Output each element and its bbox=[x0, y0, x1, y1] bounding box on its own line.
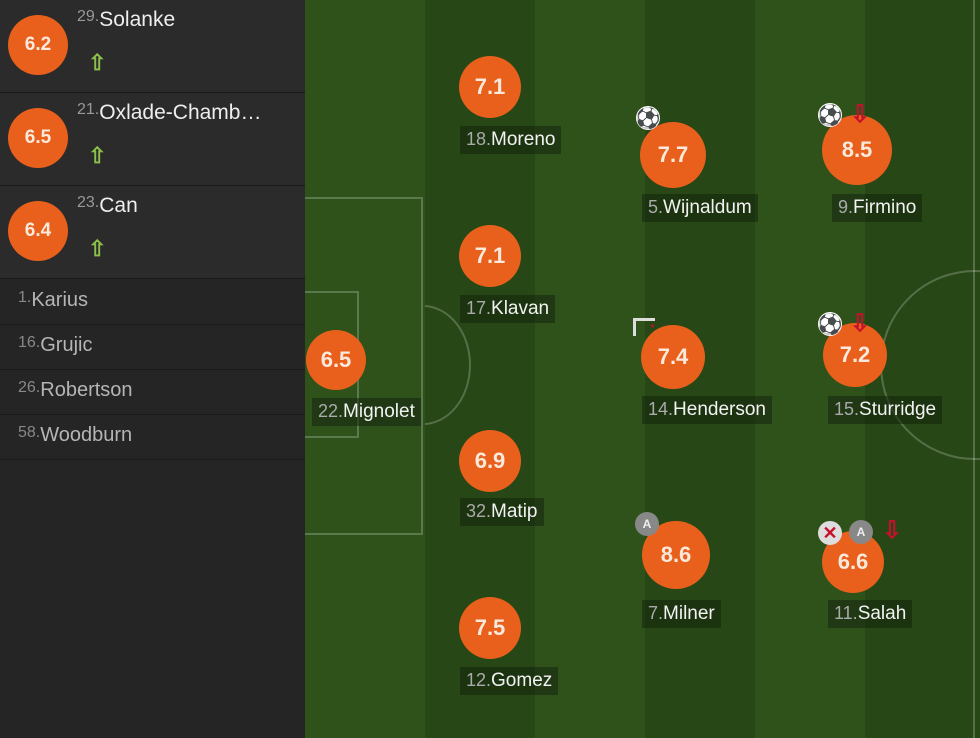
rating-badge: 7.1 bbox=[459, 225, 521, 287]
rating-badge: 7.4 bbox=[641, 325, 705, 389]
sub-out-arrow-icon: ⇩ bbox=[849, 100, 871, 128]
player-name-text: Oxlade-Chamb… bbox=[99, 101, 262, 124]
substitutes-panel: 6.2 29.Solanke ⇧ 6.5 21.Oxlade-Chamb… ⇧ 6.4 23.… bbox=[0, 0, 305, 738]
rating-badge: 7.5 bbox=[459, 597, 521, 659]
rating-badge: 7.7 bbox=[640, 122, 706, 188]
player-name: Gomez bbox=[491, 670, 553, 691]
player-number: 18. bbox=[466, 129, 492, 149]
player-number: 23. bbox=[77, 194, 100, 211]
assist-icon: A bbox=[849, 520, 873, 544]
player-number: 12. bbox=[466, 670, 492, 690]
player-name-text: Solanke bbox=[99, 8, 176, 31]
goal-ball-icon: ⚽ bbox=[635, 106, 661, 130]
rating-badge: 6.2 bbox=[8, 15, 68, 75]
rating-badge: 6.5 bbox=[8, 108, 68, 168]
player-name: Moreno bbox=[491, 129, 556, 150]
player-name: Grujic bbox=[40, 334, 93, 356]
player-number: 15. bbox=[834, 399, 860, 419]
rating-badge: 8.5 bbox=[822, 115, 892, 185]
player-name: Firmino bbox=[853, 197, 917, 218]
player-label[interactable]: 17.Klavan bbox=[460, 295, 556, 323]
player-label[interactable]: 15.Sturridge bbox=[828, 396, 943, 424]
player-label[interactable]: 22.Mignolet bbox=[312, 398, 421, 426]
assist-icon: A bbox=[635, 512, 659, 536]
rating-badge: 6.9 bbox=[459, 430, 521, 492]
substitute-row[interactable]: 6.5 21.Oxlade-Chamb… ⇧ bbox=[0, 93, 305, 186]
player-number: 22. bbox=[318, 401, 344, 421]
corner-flag-icon: * bbox=[633, 318, 655, 336]
sub-in-arrow-icon: ⇧ bbox=[88, 143, 107, 168]
rating-badge: 6.4 bbox=[8, 201, 68, 261]
player-number: 58. bbox=[18, 424, 41, 441]
pitch-stripe bbox=[535, 0, 645, 738]
player-name: Karius bbox=[31, 289, 89, 311]
player-number: 21. bbox=[77, 101, 100, 118]
player-name: Henderson bbox=[673, 399, 766, 420]
player-number: 1. bbox=[18, 289, 32, 306]
penalty-box bbox=[305, 197, 423, 535]
rating-badge: 7.1 bbox=[459, 56, 521, 118]
player-number: 32. bbox=[466, 501, 492, 521]
player-number: 5. bbox=[648, 197, 664, 217]
player-name: Mignolet bbox=[343, 401, 415, 422]
player-label[interactable]: 32.Matip bbox=[460, 498, 544, 526]
sub-out-arrow-icon: ⇩ bbox=[881, 516, 903, 544]
player-name: Sturridge bbox=[859, 399, 937, 420]
player-number: 16. bbox=[18, 334, 41, 351]
player-name: Matip bbox=[491, 501, 538, 522]
bench-row[interactable]: 16.Grujic bbox=[0, 324, 305, 370]
player-number: 7. bbox=[648, 603, 664, 623]
player-name[interactable]: 21.Oxlade-Chamb… bbox=[77, 101, 261, 125]
player-label[interactable]: 14.Henderson bbox=[642, 396, 772, 424]
sub-in-arrow-icon: ⇧ bbox=[88, 236, 107, 261]
player-name[interactable]: 23.Can bbox=[77, 194, 138, 218]
player-name: Wijnaldum bbox=[663, 197, 752, 218]
bench-row[interactable]: 58.Woodburn bbox=[0, 414, 305, 460]
substitute-row[interactable]: 6.2 29.Solanke ⇧ bbox=[0, 0, 305, 93]
player-label[interactable]: 9.Firmino bbox=[832, 194, 923, 222]
player-label[interactable]: 7.Milner bbox=[642, 600, 721, 628]
player-name: Woodburn bbox=[40, 424, 133, 446]
player-number: 11. bbox=[834, 603, 858, 623]
player-name-text: Can bbox=[99, 194, 138, 217]
player-name[interactable]: 29.Solanke bbox=[77, 8, 175, 32]
player-number: 26. bbox=[18, 379, 41, 396]
missed-chance-icon: ✕ bbox=[818, 521, 842, 545]
player-number: 14. bbox=[648, 399, 674, 419]
player-label[interactable]: 11.Salah bbox=[828, 600, 913, 628]
player-label[interactable]: 18.Moreno bbox=[460, 126, 562, 154]
player-label[interactable]: 5.Wijnaldum bbox=[642, 194, 758, 222]
player-name: Robertson bbox=[40, 379, 133, 401]
player-number: 17. bbox=[466, 298, 492, 318]
substitute-row[interactable]: 6.4 23.Can ⇧ bbox=[0, 186, 305, 279]
pitch: 6.5 22.Mignolet 7.1 18.Moreno 7.1 17.Klavan 6.… bbox=[305, 0, 980, 738]
player-name: Salah bbox=[857, 603, 907, 624]
player-number: 29. bbox=[77, 8, 100, 25]
player-name: Milner bbox=[663, 603, 715, 624]
goal-ball-icon: ⚽ bbox=[817, 103, 843, 127]
halfway-line bbox=[973, 0, 975, 738]
player-number: 9. bbox=[838, 197, 854, 217]
player-label[interactable]: 12.Gomez bbox=[460, 667, 559, 695]
sub-out-arrow-icon: ⇩ bbox=[849, 309, 871, 337]
rating-badge: 8.6 bbox=[642, 521, 710, 589]
bench-row[interactable]: 26.Robertson bbox=[0, 369, 305, 415]
player-name: Klavan bbox=[491, 298, 550, 319]
rating-badge: 6.5 bbox=[306, 330, 366, 390]
bench-row[interactable]: 1.Karius bbox=[0, 279, 305, 325]
goal-ball-icon: ⚽ bbox=[817, 312, 843, 336]
sub-in-arrow-icon: ⇧ bbox=[88, 50, 107, 75]
